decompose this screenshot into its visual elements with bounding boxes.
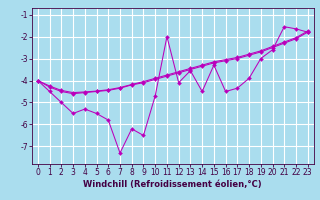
X-axis label: Windchill (Refroidissement éolien,°C): Windchill (Refroidissement éolien,°C) bbox=[84, 180, 262, 189]
